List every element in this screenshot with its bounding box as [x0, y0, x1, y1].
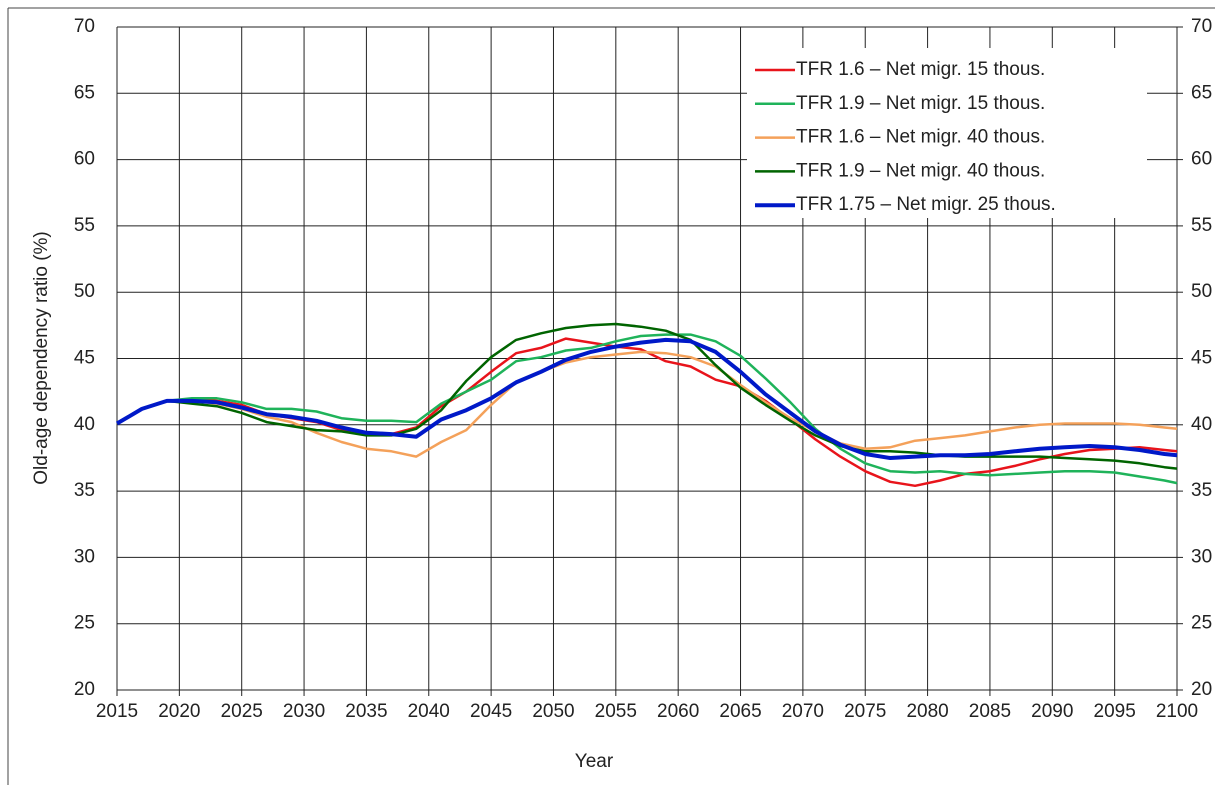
legend-label: TFR 1.6 – Net migr. 40 thous. [796, 127, 1045, 148]
y2-tick-label: 35 [1191, 480, 1212, 501]
x-tick-label: 2065 [719, 701, 761, 722]
x-tick-label: 2075 [844, 701, 886, 722]
x-tick-label: 2045 [470, 701, 512, 722]
y2-tick-label: 50 [1191, 281, 1212, 302]
x-tick-label: 2050 [532, 701, 574, 722]
x-tick-label: 2095 [1094, 701, 1136, 722]
y2-tick-label: 25 [1191, 613, 1212, 634]
x-tick-label: 2060 [657, 701, 699, 722]
x-tick-label: 2040 [408, 701, 450, 722]
y2-tick-label: 40 [1191, 414, 1212, 435]
legend-box [747, 48, 1147, 218]
legend-label: TFR 1.75 – Net migr. 25 thous. [796, 194, 1056, 215]
y-tick-label: 20 [74, 679, 95, 700]
y-tick-label: 65 [74, 82, 95, 103]
y2-tick-label: 65 [1191, 82, 1212, 103]
y-axis-label: Old-age dependency ratio (%) [31, 231, 52, 484]
x-tick-label: 2030 [283, 701, 325, 722]
x-tick-label: 2100 [1156, 701, 1198, 722]
x-tick-label: 2090 [1031, 701, 1073, 722]
series-line [116, 337, 1178, 488]
y-tick-label: 40 [74, 414, 95, 435]
y2-tick-label: 20 [1191, 679, 1212, 700]
y-tick-label: 60 [74, 149, 95, 170]
series-line [116, 322, 1178, 470]
series-line [116, 350, 1178, 458]
legend-label: TFR 1.9 – Net migr. 40 thous. [796, 160, 1045, 181]
y2-tick-label: 30 [1191, 546, 1212, 567]
y-tick-label: 35 [74, 480, 95, 501]
series-line [116, 333, 1178, 485]
x-tick-label: 2035 [345, 701, 387, 722]
y-tick-label: 25 [74, 613, 95, 634]
y2-tick-label: 55 [1191, 215, 1212, 236]
y-tick-label: 50 [74, 281, 95, 302]
x-tick-label: 2055 [595, 701, 637, 722]
y2-tick-label: 70 [1191, 16, 1212, 37]
x-tick-label: 2015 [96, 701, 138, 722]
y2-tick-label: 60 [1191, 149, 1212, 170]
x-tick-label: 2025 [221, 701, 263, 722]
x-tick-label: 2085 [969, 701, 1011, 722]
y-tick-label: 30 [74, 546, 95, 567]
y-tick-label: 45 [74, 348, 95, 369]
legend-label: TFR 1.6 – Net migr. 15 thous. [796, 59, 1045, 80]
x-tick-label: 2080 [906, 701, 948, 722]
y-tick-label: 55 [74, 215, 95, 236]
series-line [115, 337, 1178, 460]
x-tick-label: 2070 [782, 701, 824, 722]
legend-label: TFR 1.9 – Net migr. 15 thous. [796, 93, 1045, 114]
y2-tick-label: 45 [1191, 348, 1212, 369]
y-tick-label: 70 [74, 16, 95, 37]
x-tick-label: 2020 [158, 701, 200, 722]
x-axis-label: Year [575, 751, 614, 772]
